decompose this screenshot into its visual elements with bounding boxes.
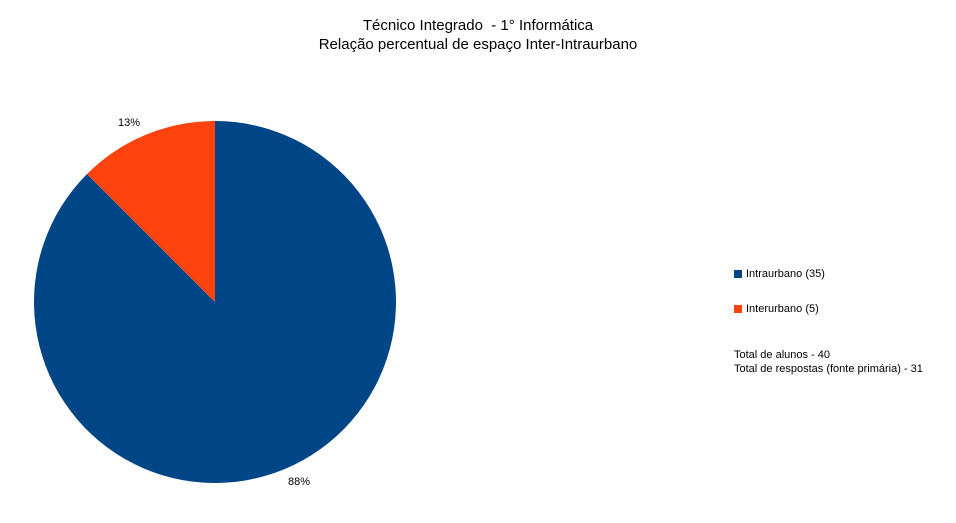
- pie-slice-intraurbano: [33, 121, 396, 484]
- legend-swatch: [734, 270, 742, 278]
- legend-item-intraurbano: Intraurbano (35): [734, 267, 825, 281]
- note-total-students: Total de alunos - 40: [734, 349, 831, 361]
- chart-title-block: Técnico Integrado - 1° Informática Relaç…: [0, 16, 956, 54]
- note-total-responses: Total de respostas (fonte primária) - 31: [734, 363, 923, 375]
- chart-title: Técnico Integrado - 1° Informática: [362, 17, 594, 34]
- legend-label: Intraurbano (35): [746, 268, 825, 280]
- legend-swatch: [734, 305, 742, 313]
- chart-notes: Total de alunos - 40 Total de respostas …: [734, 348, 923, 376]
- chart-subtitle: Relação percentual de espaço Inter-Intra…: [318, 36, 638, 53]
- slice-label-intraurbano: 88%: [288, 476, 311, 488]
- slice-label-interurbano: 13%: [118, 117, 141, 129]
- legend: Intraurbano (35) Interurbano (5): [734, 267, 825, 316]
- legend-label: Interurbano (5): [746, 303, 819, 315]
- pie-slice-interurbano: [87, 121, 215, 302]
- legend-item-interurbano: Interurbano (5): [734, 302, 825, 316]
